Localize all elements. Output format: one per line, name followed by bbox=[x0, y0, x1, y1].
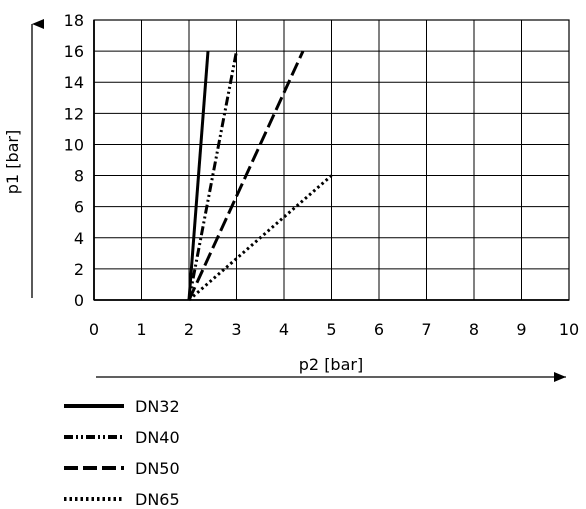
y-tick-label: 18 bbox=[64, 11, 84, 30]
plot-frame bbox=[93, 19, 570, 301]
y-tick-label: 8 bbox=[74, 167, 84, 186]
legend-label-dn50: DN50 bbox=[135, 459, 180, 478]
y-tick-label: 4 bbox=[74, 229, 84, 248]
y-tick-label: 6 bbox=[74, 198, 84, 217]
x-axis-label: p2 [bar] bbox=[299, 355, 363, 374]
x-tick-label: 1 bbox=[136, 320, 146, 339]
x-tick-label: 10 bbox=[559, 320, 579, 339]
series-line-dn65 bbox=[188, 174, 333, 302]
x-tick-label: 8 bbox=[469, 320, 479, 339]
x-tick-label: 4 bbox=[279, 320, 289, 339]
y-tick-label: 10 bbox=[64, 135, 84, 154]
series-line-dn40 bbox=[187, 50, 238, 301]
y-tick-label: 2 bbox=[74, 260, 84, 279]
x-tick-labels: 0 1 2 3 4 5 6 7 8 9 10 bbox=[89, 320, 579, 339]
legend-label-dn32: DN32 bbox=[135, 397, 180, 416]
x-tick-label: 5 bbox=[326, 320, 336, 339]
x-tick-label: 9 bbox=[516, 320, 526, 339]
x-tick-label: 0 bbox=[89, 320, 99, 339]
series-line-dn32 bbox=[187, 50, 210, 301]
legend-label-dn40: DN40 bbox=[135, 428, 180, 447]
y-tick-label: 12 bbox=[64, 104, 84, 123]
legend: DN32 DN40 DN50 DN65 bbox=[64, 397, 180, 509]
y-tick-label: 14 bbox=[64, 73, 84, 92]
x-tick-label: 7 bbox=[421, 320, 431, 339]
grid bbox=[93, 19, 570, 301]
y-axis-label: p1 [bar] bbox=[3, 130, 22, 194]
y-tick-label: 16 bbox=[64, 42, 84, 61]
legend-label-dn65: DN65 bbox=[135, 490, 180, 509]
series-layer bbox=[187, 50, 333, 302]
y-tick-labels: 0 2 4 6 8 10 12 14 16 18 bbox=[64, 11, 84, 310]
y-tick-label: 0 bbox=[74, 291, 84, 310]
x-tick-label: 6 bbox=[374, 320, 384, 339]
series-line-dn50 bbox=[187, 50, 305, 301]
x-tick-label: 3 bbox=[231, 320, 241, 339]
x-tick-label: 2 bbox=[184, 320, 194, 339]
